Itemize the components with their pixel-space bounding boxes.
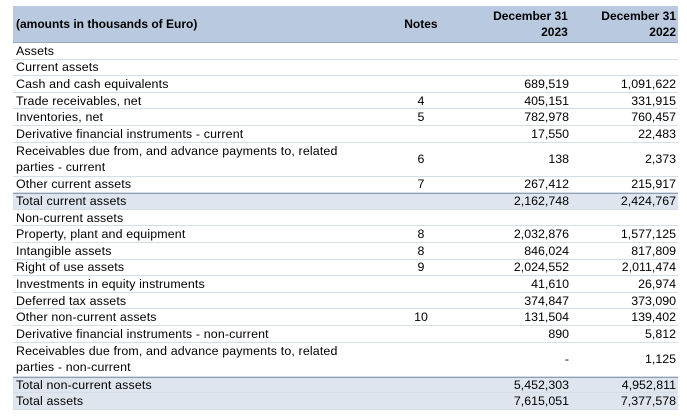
row-value-2023: 5,452,303 xyxy=(513,377,569,392)
table-row: Current assets xyxy=(13,60,678,77)
row-value-2023: 138 xyxy=(548,152,569,167)
subtotal-row: Total non-current assets 5,452,303 4,952… xyxy=(13,376,678,394)
row-note: 8 xyxy=(417,227,425,242)
row-value-2022: 2,424,767 xyxy=(620,194,676,209)
table-row: Other current assets 7 267,412 215,917 xyxy=(13,177,678,194)
row-note: 9 xyxy=(417,260,425,275)
column-header-2023-line1: December 31 xyxy=(493,9,568,23)
table-header: (amounts in thousands of Euro) Notes Dec… xyxy=(13,6,678,43)
row-note: 5 xyxy=(417,110,425,125)
row-value-2023: 2,024,552 xyxy=(513,260,569,275)
table-row: Deferred tax assets 374,847 373,090 xyxy=(13,293,678,310)
row-value-2023: 41,610 xyxy=(531,276,569,291)
row-label: Derivative financial instruments - non-c… xyxy=(16,326,269,341)
table-row: Right of use assets 9 2,024,552 2,011,47… xyxy=(13,260,678,277)
row-label: Assets xyxy=(16,43,55,58)
row-label: Total current assets xyxy=(16,194,127,209)
row-value-2022: 331,915 xyxy=(631,93,676,108)
table-row: Non-current assets xyxy=(13,210,678,227)
row-value-2022: 22,483 xyxy=(638,126,676,141)
row-note: 7 xyxy=(417,177,425,192)
row-note: 4 xyxy=(417,93,425,108)
row-value-2023: 689,519 xyxy=(524,76,569,91)
row-label: Current assets xyxy=(16,60,99,75)
table-row: Cash and cash equivalents 689,519 1,091,… xyxy=(13,76,678,93)
column-header-2022-line2: 2022 xyxy=(649,25,676,39)
table-row: Inventories, net 5 782,978 760,457 xyxy=(13,109,678,126)
row-value-2023: - xyxy=(564,352,569,366)
table-row: Investments in equity instruments 41,610… xyxy=(13,276,678,293)
row-label: Property, plant and equipment xyxy=(16,227,186,242)
row-value-2022: 1,091,622 xyxy=(620,76,676,91)
row-label: Deferred tax assets xyxy=(16,293,127,308)
row-value-2023: 2,162,748 xyxy=(513,194,569,209)
column-header-2023-line2: 2023 xyxy=(541,25,568,39)
column-header-2022-line1: December 31 xyxy=(601,9,676,23)
table-row: Other non-current assets 10 131,504 139,… xyxy=(13,309,678,326)
row-note: 10 xyxy=(414,310,428,325)
row-note: 6 xyxy=(417,152,425,167)
row-value-2023: 267,412 xyxy=(524,177,569,192)
row-note: 8 xyxy=(417,243,425,258)
row-value-2023: 782,978 xyxy=(524,110,569,125)
row-label: Non-current assets xyxy=(16,210,124,225)
row-label: Trade receivables, net xyxy=(16,93,142,108)
row-label: Total non-current assets xyxy=(16,377,152,392)
row-label: Receivables due from, and advance paymen… xyxy=(16,343,338,375)
subtotal-row: Total current assets 2,162,748 2,424,767 xyxy=(13,193,678,210)
table-row: Intangible assets 8 846,024 817,809 xyxy=(13,243,678,260)
row-value-2023: 890 xyxy=(548,326,569,341)
row-value-2022: 7,377,578 xyxy=(620,393,676,408)
row-value-2023: 405,151 xyxy=(524,93,569,108)
row-label: Other current assets xyxy=(16,177,132,192)
row-label: Receivables due from, and advance paymen… xyxy=(16,143,338,175)
row-label: Right of use assets xyxy=(16,260,125,275)
row-value-2022: 817,809 xyxy=(631,243,676,258)
row-label: Derivative financial instruments - curre… xyxy=(16,126,244,141)
row-value-2022: 2,011,474 xyxy=(621,260,676,275)
table-row: Trade receivables, net 4 405,151 331,915 xyxy=(13,93,678,110)
row-value-2023: 846,024 xyxy=(524,243,569,258)
table-row: Property, plant and equipment 8 2,032,87… xyxy=(13,226,678,243)
table-row: Receivables due from, and advance paymen… xyxy=(13,143,678,177)
column-header-2023: December 31 2023 xyxy=(464,6,568,42)
row-label: Intangible assets xyxy=(16,243,112,258)
row-label: Total assets xyxy=(16,393,84,408)
table-row: Derivative financial instruments - non-c… xyxy=(13,326,678,343)
row-value-2023: 131,504 xyxy=(524,310,569,325)
row-value-2022: 4,952,811 xyxy=(621,377,676,392)
row-value-2023: 374,847 xyxy=(524,293,569,308)
row-value-2022: 26,974 xyxy=(638,276,676,291)
row-value-2022: 215,917 xyxy=(631,177,676,192)
row-value-2022: 760,457 xyxy=(631,110,676,125)
row-label: Cash and cash equivalents xyxy=(16,76,169,91)
row-value-2022: 2,373 xyxy=(644,152,676,167)
amounts-caption: (amounts in thousands of Euro) xyxy=(16,17,198,31)
row-value-2022: 373,090 xyxy=(631,293,676,308)
row-value-2023: 7,615,051 xyxy=(513,393,569,408)
row-value-2023: 2,032,876 xyxy=(513,227,569,242)
column-header-2022: December 31 2022 xyxy=(568,6,678,42)
grand-total-row: Total assets 7,615,051 7,377,578 xyxy=(13,393,678,410)
balance-sheet: (amounts in thousands of Euro) Notes Dec… xyxy=(13,6,678,410)
table-row: Assets xyxy=(13,43,678,60)
row-value-2022: 1,125 xyxy=(644,352,676,366)
notes-column-header: Notes xyxy=(404,17,438,31)
row-label: Inventories, net xyxy=(16,110,104,125)
row-value-2023: 17,550 xyxy=(531,126,569,141)
row-value-2022: 139,402 xyxy=(631,310,676,325)
table-row: Receivables due from, and advance paymen… xyxy=(13,343,678,377)
table-row: Derivative financial instruments - curre… xyxy=(13,126,678,143)
row-label: Investments in equity instruments xyxy=(16,276,205,291)
row-value-2022: 1,577,125 xyxy=(620,227,676,242)
row-label: Other non-current assets xyxy=(16,310,157,325)
row-value-2022: 5,812 xyxy=(644,326,676,341)
